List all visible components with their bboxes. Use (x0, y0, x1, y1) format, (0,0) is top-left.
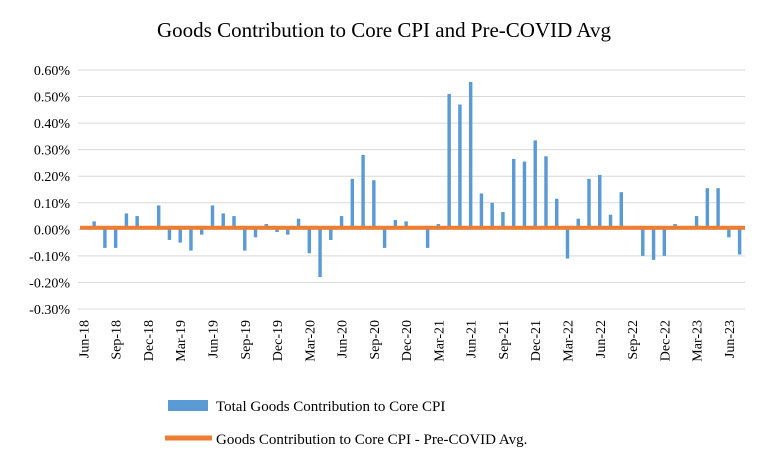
y-tick-label: -0.30% (29, 303, 70, 318)
bar (425, 229, 430, 248)
bar (501, 212, 505, 230)
bar (544, 156, 548, 230)
bar (199, 229, 204, 235)
bar (178, 229, 182, 243)
bar (705, 188, 710, 230)
bar (275, 229, 279, 232)
x-tick-label: Jun-23 (723, 320, 738, 358)
bar (339, 216, 344, 230)
bar (479, 193, 484, 230)
bar (393, 220, 398, 230)
chart-title: Goods Contribution to Core CPI and Pre-C… (157, 18, 612, 42)
x-tick-label: Dec-20 (400, 320, 415, 361)
bar (286, 229, 290, 235)
bar (490, 202, 494, 230)
x-tick-label: Mar-19 (174, 320, 189, 362)
bar (694, 216, 699, 230)
y-tick-label: -0.20% (29, 276, 70, 291)
bar (124, 213, 129, 230)
x-tick-label: Jun-22 (594, 320, 609, 358)
x-tick-label: Dec-21 (529, 320, 544, 361)
bar (307, 229, 312, 254)
bar-series (81, 81, 742, 278)
bar (727, 229, 731, 238)
y-tick-label: 0.10% (34, 197, 71, 212)
bar (598, 174, 602, 230)
x-tick-label: Jun-20 (336, 320, 351, 358)
legend-bar-swatch (168, 400, 208, 411)
y-tick-label: 0.50% (34, 91, 71, 106)
y-tick-label: 0.00% (34, 223, 71, 238)
bar (113, 229, 118, 248)
bar (361, 154, 365, 230)
bar (318, 229, 322, 278)
bar (232, 216, 236, 230)
bar (156, 205, 161, 230)
bar (243, 229, 247, 251)
bar (253, 229, 258, 238)
bar (329, 229, 333, 240)
bar (372, 180, 376, 230)
x-tick-label: Sep-22 (626, 320, 641, 360)
bar (189, 229, 193, 251)
bar (608, 214, 613, 230)
bar (651, 229, 656, 260)
x-tick-label: Mar-22 (561, 320, 576, 362)
bar (404, 221, 408, 230)
x-tick-label: Sep-19 (239, 320, 254, 360)
bar (587, 178, 591, 230)
bar (511, 158, 516, 230)
legend-line-label: Goods Contribution to Core CPI - Pre-COV… (216, 432, 527, 448)
x-tick-label: Dec-18 (142, 320, 157, 361)
legend-bar-label: Total Goods Contribution to Core CPI (216, 399, 445, 415)
gridlines (78, 69, 745, 310)
x-tick-label: Sep-20 (368, 320, 383, 360)
bar (533, 140, 537, 230)
bar (103, 229, 107, 248)
bar (716, 188, 720, 230)
y-axis-ticks: 0.60% 0.50% 0.40% 0.30% 0.20% 0.10% 0.00% -0.10… (29, 64, 70, 318)
bar (167, 229, 172, 240)
x-tick-label: Jun-19 (206, 320, 221, 358)
bar (641, 229, 645, 256)
bar (221, 213, 225, 230)
bar (468, 81, 473, 230)
x-tick-label: Sep-21 (497, 320, 512, 360)
bar (619, 192, 624, 230)
y-tick-label: -0.10% (29, 250, 70, 265)
bar (522, 161, 527, 230)
x-tick-label: Jun-21 (465, 320, 480, 358)
x-tick-label: Mar-20 (303, 320, 318, 362)
bar (92, 221, 96, 230)
bar (210, 205, 215, 230)
bar (565, 229, 570, 259)
bar (458, 104, 462, 230)
bar (447, 93, 451, 230)
y-tick-label: 0.40% (34, 117, 71, 132)
y-tick-label: 0.30% (34, 144, 71, 159)
x-tick-label: Mar-23 (691, 320, 706, 362)
x-tick-label: Jun-18 (77, 320, 92, 358)
x-tick-label: Mar-21 (432, 320, 447, 362)
bar (576, 218, 580, 230)
bar (296, 218, 301, 230)
x-tick-label: Dec-19 (271, 320, 286, 361)
bar (555, 198, 559, 230)
bar (662, 229, 667, 256)
bar (350, 178, 355, 230)
x-axis-ticks: Jun-18 Sep-18 Dec-18 Mar-19 Jun-19 Sep-19 Dec-… (77, 320, 737, 362)
y-tick-label: 0.60% (34, 64, 71, 79)
bar (135, 216, 139, 230)
x-tick-label: Dec-22 (658, 320, 673, 361)
legend: Total Goods Contribution to Core CPI Goo… (165, 399, 527, 448)
bar (737, 229, 742, 255)
bar (382, 229, 387, 248)
x-tick-label: Sep-18 (110, 320, 125, 360)
y-tick-label: 0.20% (34, 170, 71, 185)
